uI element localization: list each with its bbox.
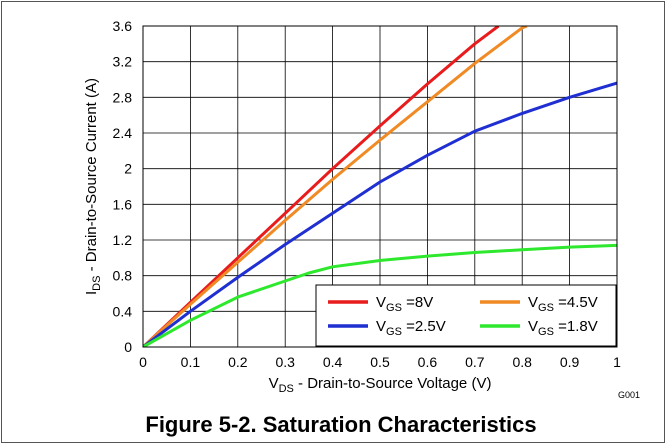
x-tick-label: 0.9 bbox=[560, 354, 580, 370]
y-tick-label: 0.8 bbox=[113, 268, 133, 284]
legend-entry-label: VGS =8V bbox=[376, 294, 433, 314]
legend-entry-label: VGS =1.8V bbox=[528, 318, 598, 338]
x-tick-label: 0 bbox=[139, 354, 147, 370]
x-tick-label: 0.8 bbox=[512, 354, 532, 370]
y-axis-label-subscript: DS bbox=[91, 276, 103, 291]
chart-title: Figure 5-2. Saturation Characteristics bbox=[145, 412, 536, 437]
series-line-vgs4.5 bbox=[143, 26, 528, 347]
y-tick-label: 0.4 bbox=[113, 303, 133, 319]
x-tick-label: 0.5 bbox=[370, 354, 390, 370]
legend: VGS =8V VGS =4.5V VGS =2.5V VGS =1.8V bbox=[315, 284, 617, 347]
series-line-vgs8 bbox=[143, 26, 500, 347]
x-axis-label-subscript: DS bbox=[279, 383, 294, 395]
legend-entry-label: VGS =4.5V bbox=[528, 294, 598, 314]
series-lines bbox=[143, 26, 617, 347]
x-axis-label-symbol: V bbox=[269, 375, 279, 392]
series-line-vgs1.8 bbox=[143, 243, 617, 347]
y-axis-label-symbol: I bbox=[83, 291, 100, 295]
x-tick-label: 0.1 bbox=[181, 354, 201, 370]
legend-entry-label: VGS =2.5V bbox=[376, 318, 446, 338]
y-tick-label: 3.6 bbox=[113, 18, 133, 34]
y-axis-label: IDS - Drain-to-Source Current (A) bbox=[83, 78, 103, 295]
legend-box bbox=[315, 284, 617, 347]
x-tick-label: 1 bbox=[613, 354, 621, 370]
y-tick-label: 3.2 bbox=[113, 54, 133, 70]
figure-code: G001 bbox=[618, 390, 640, 400]
y-tick-label: 1.2 bbox=[113, 232, 133, 248]
x-tick-label: 0.4 bbox=[323, 354, 343, 370]
x-tick-label: 0.3 bbox=[275, 354, 295, 370]
y-axis-label-text: - Drain-to-Source Current (A) bbox=[83, 78, 100, 276]
y-tick-label: 1.6 bbox=[113, 196, 133, 212]
x-axis-label: VDS - Drain-to-Source Voltage (V) bbox=[269, 375, 492, 395]
x-axis-label-text: - Drain-to-Source Voltage (V) bbox=[294, 375, 492, 392]
y-tick-label: 0 bbox=[124, 339, 132, 355]
y-tick-label: 2.8 bbox=[113, 89, 133, 105]
series-line-vgs2.5 bbox=[143, 81, 617, 347]
plot-border bbox=[142, 25, 618, 348]
y-tick-labels: 0 0.4 0.8 1.2 1.6 2 2.4 2.8 3.2 3.6 bbox=[113, 18, 133, 355]
x-tick-label: 0.7 bbox=[465, 354, 485, 370]
y-tick-label: 2 bbox=[124, 161, 132, 177]
y-tick-label: 2.4 bbox=[113, 125, 133, 141]
x-tick-label: 0.6 bbox=[418, 354, 438, 370]
x-tick-labels: 0 0.1 0.2 0.3 0.4 0.5 0.6 0.7 0.8 0.9 1 bbox=[139, 354, 621, 370]
x-tick-label: 0.2 bbox=[228, 354, 248, 370]
